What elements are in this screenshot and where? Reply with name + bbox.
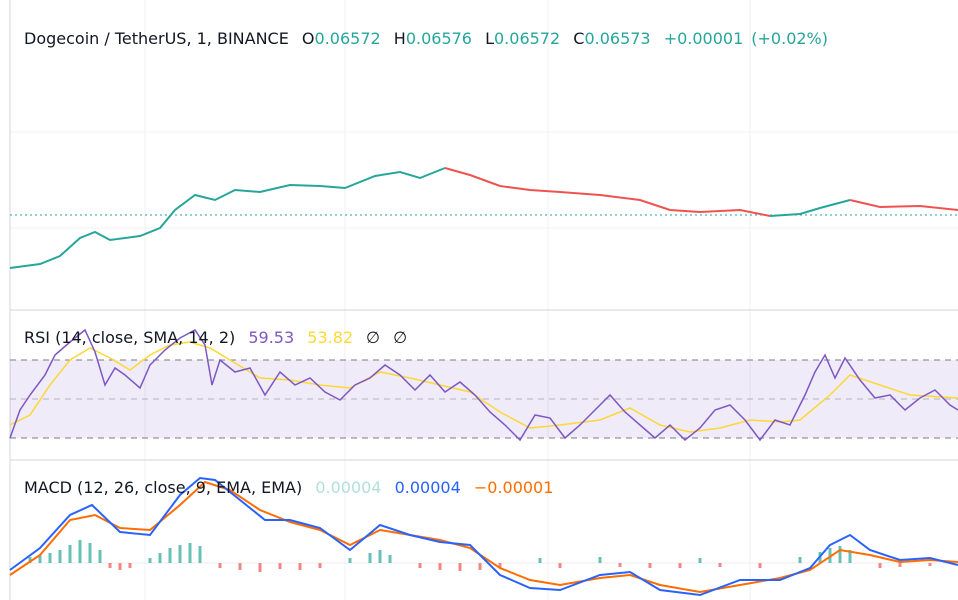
ohlc-label: C xyxy=(573,29,585,48)
rsi-title: RSI (14, close, SMA, 14, 2) xyxy=(24,328,236,347)
rsi-extra: ∅ xyxy=(393,328,408,347)
macd-signal-line xyxy=(9,480,958,594)
symbol-title: Dogecoin / TetherUS, 1, BINANCE xyxy=(24,29,289,48)
ohlc-value: 0.06576 xyxy=(405,29,472,48)
rsi-ma-line xyxy=(9,341,958,433)
grid xyxy=(10,0,958,600)
ohlc-label: L xyxy=(485,29,494,48)
price-candles xyxy=(769,199,851,217)
rsi-line xyxy=(9,328,958,442)
price-candles xyxy=(9,167,446,269)
rsi-extra: ∅ xyxy=(366,328,381,347)
price-legend: Dogecoin / TetherUS, 1, BINANCE O0.06572… xyxy=(24,29,836,48)
change-percent: (+0.02%) xyxy=(751,29,828,48)
ohlc-value: 0.06573 xyxy=(584,29,651,48)
macd-value: 0.00004 xyxy=(394,478,461,497)
macd-histogram-value: 0.00004 xyxy=(315,478,382,497)
ohlc-value: 0.06572 xyxy=(494,29,561,48)
macd-title: MACD (12, 26, close, 9, EMA, EMA) xyxy=(24,478,303,497)
price-candles xyxy=(849,199,958,211)
change: +0.00001 xyxy=(663,29,744,48)
ohlc-value: 0.06572 xyxy=(314,29,381,48)
rsi-ma-value: 53.82 xyxy=(307,328,354,347)
macd-signal-value: −0.00001 xyxy=(473,478,554,497)
rsi-levels xyxy=(10,359,958,439)
rsi-value: 59.53 xyxy=(248,328,295,347)
ohlc-label: H xyxy=(393,29,406,48)
macd-histogram xyxy=(108,563,932,572)
macd-histogram xyxy=(28,540,852,563)
rsi-legend: RSI (14, close, SMA, 14, 2) 59.53 53.82 … xyxy=(24,328,415,347)
ohlc-label: O xyxy=(301,29,315,48)
macd-legend: MACD (12, 26, close, 9, EMA, EMA) 0.0000… xyxy=(24,478,561,497)
macd-line xyxy=(9,476,958,597)
price-candles xyxy=(444,167,771,217)
